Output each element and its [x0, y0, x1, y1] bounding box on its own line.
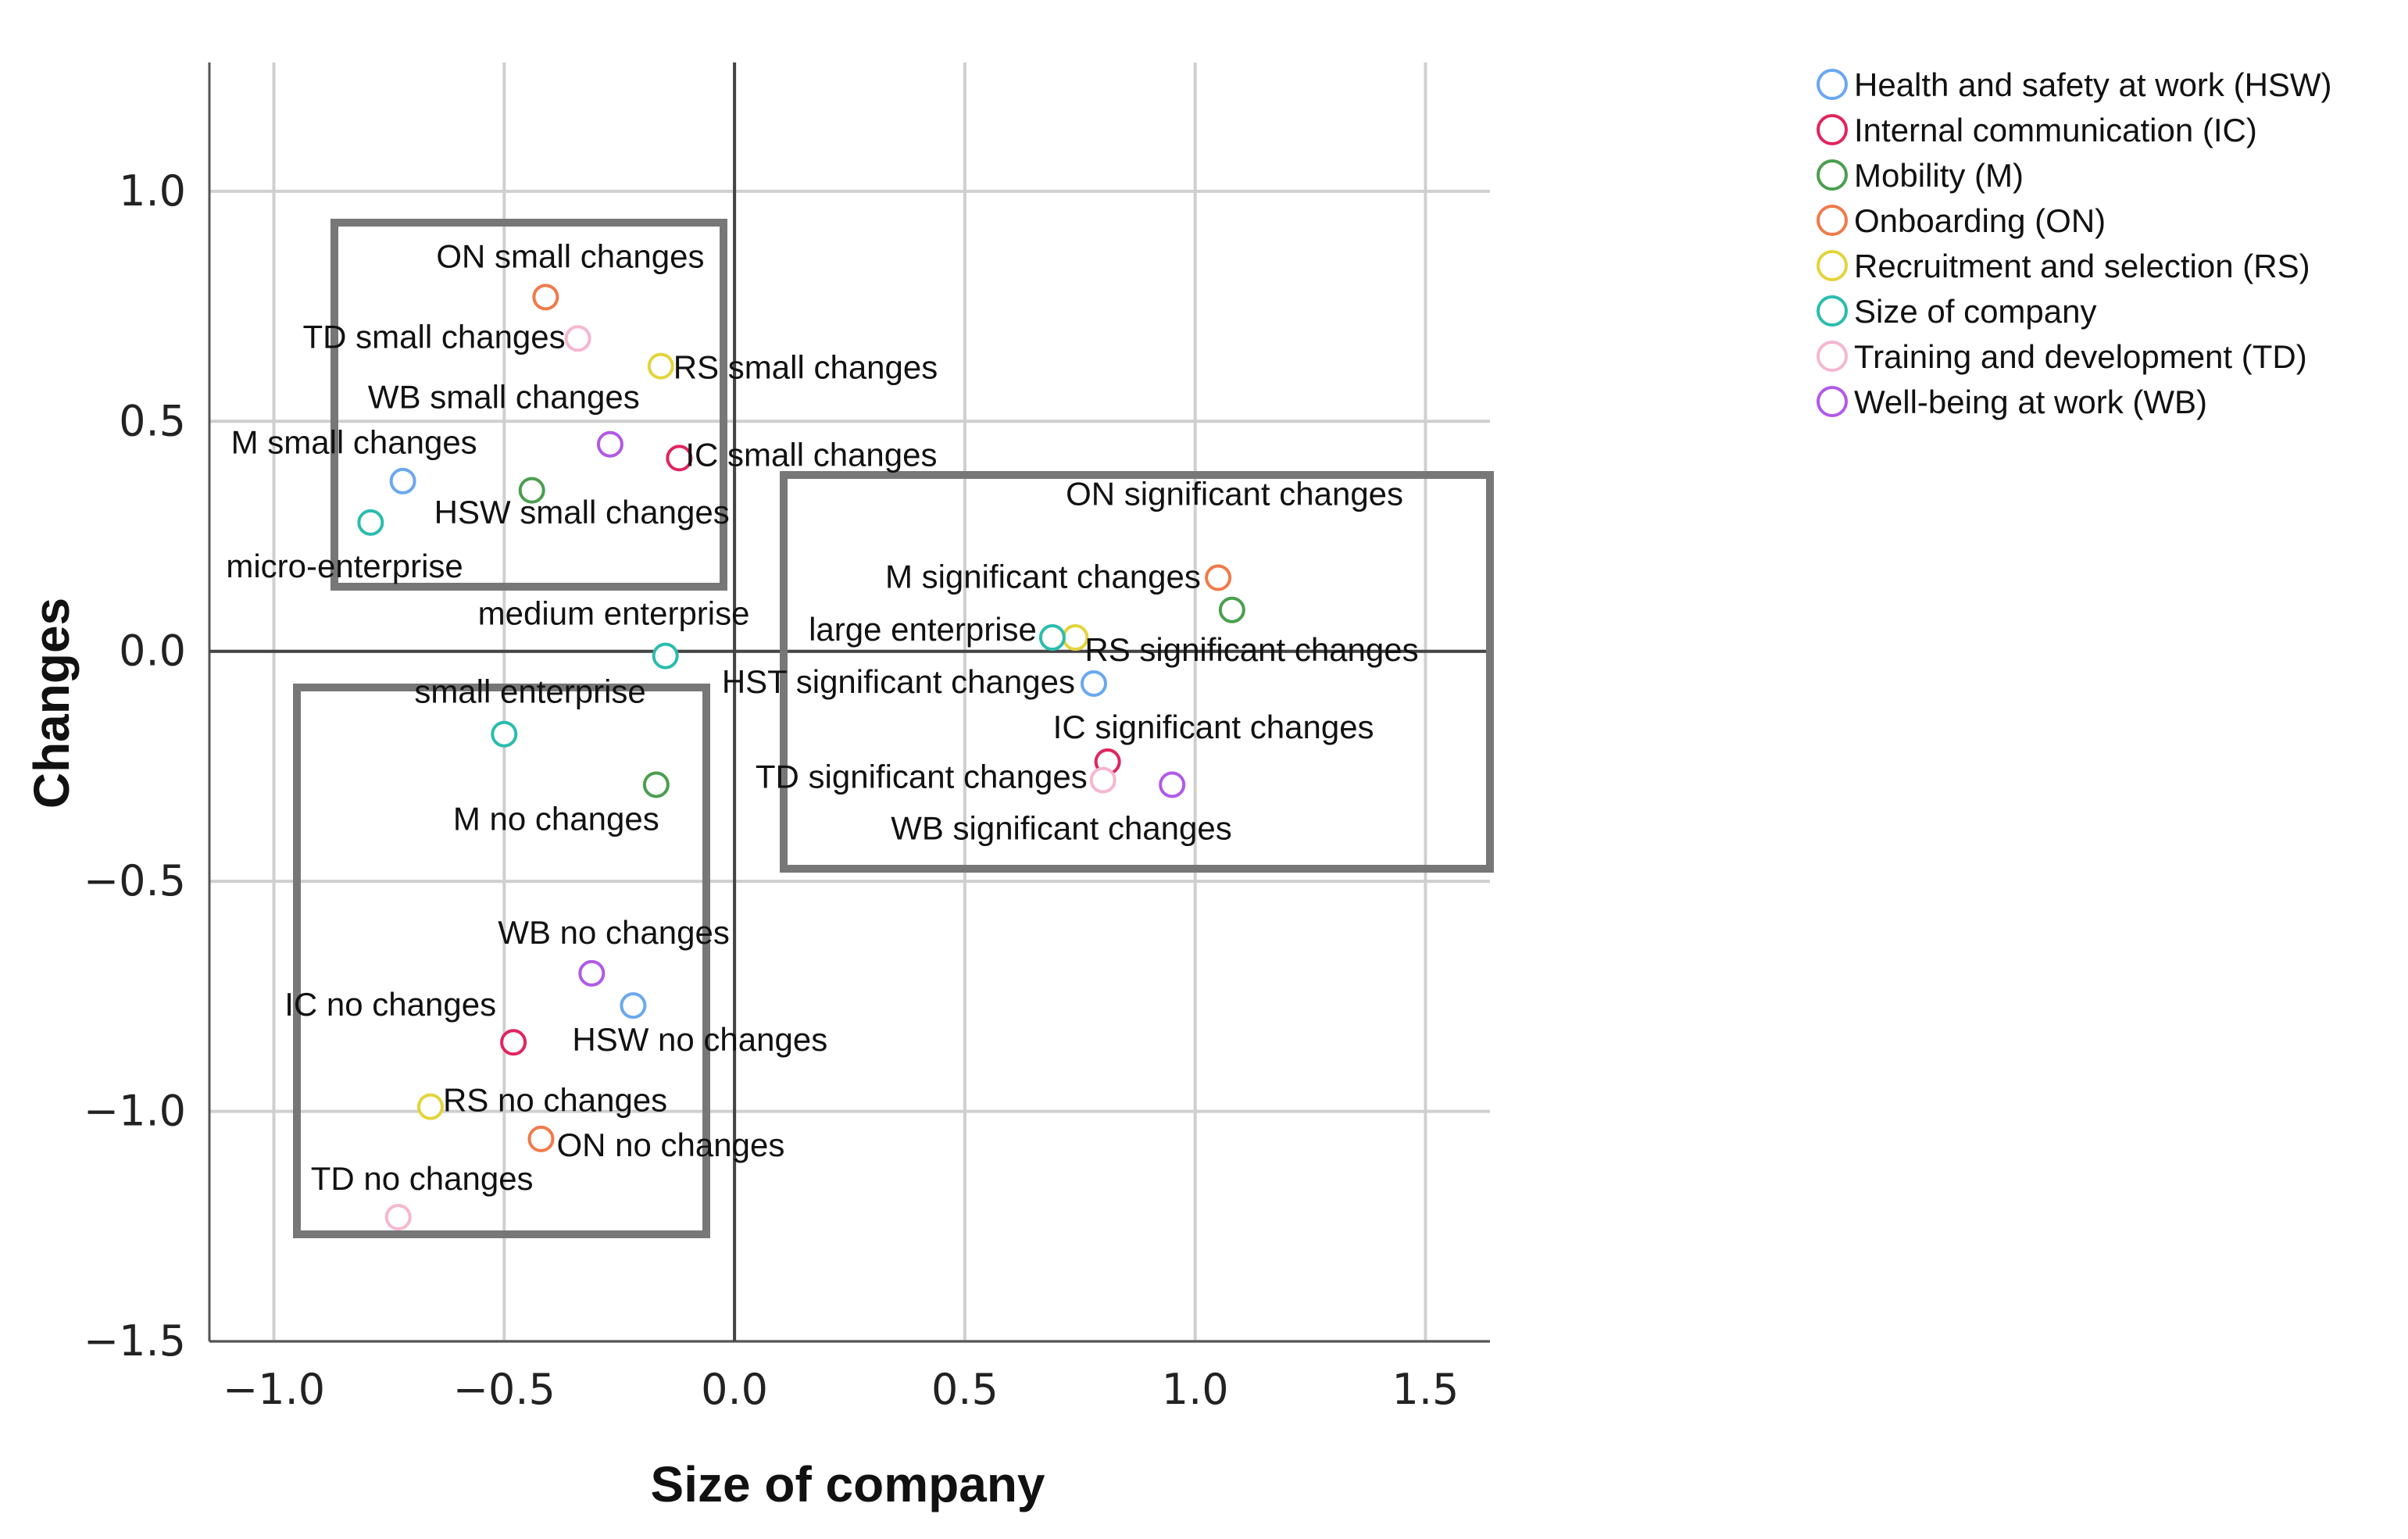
legend-marker-mobility-m — [1817, 159, 1848, 191]
point-label-m-no-changes: M no changes — [453, 800, 659, 837]
point-label-ic-no-changes: IC no changes — [284, 986, 496, 1023]
point-hsw-small-changes — [389, 467, 416, 495]
region-box-no-changes — [293, 684, 710, 1238]
legend-label-training-and-development-td: Training and development (TD) — [1854, 338, 2307, 375]
x-tick-label: −1.0 — [223, 1365, 325, 1414]
point-labels-layer: HSW small changes HST significant changes… — [226, 237, 1418, 1197]
points-layer — [357, 284, 1245, 1231]
point-rs-small-changes — [647, 352, 674, 380]
region-box-small-changes — [330, 219, 727, 591]
y-tick-label: 1.0 — [119, 166, 186, 216]
legend-marker-size-of-company — [1817, 295, 1848, 327]
point-label-m-significant-changes: M significant changes — [885, 559, 1201, 595]
point-rs-significant-changes — [1062, 624, 1089, 652]
point-m-small-changes — [518, 477, 545, 504]
point-hsw-no-changes — [620, 992, 647, 1019]
point-large-enterprise — [1038, 624, 1066, 652]
x-tick-label: 0.5 — [931, 1365, 999, 1414]
point-m-no-changes — [642, 771, 670, 798]
point-label-ic-small-changes: IC small changes — [685, 436, 937, 473]
point-label-ic-significant-changes: IC significant changes — [1053, 709, 1374, 745]
point-on-no-changes — [527, 1125, 555, 1152]
point-label-large-enterprise: large enterprise — [809, 611, 1037, 648]
point-label-small-enterprise: small enterprise — [414, 673, 645, 710]
point-wb-no-changes — [578, 959, 606, 987]
point-label-hsw-no-changes: HSW no changes — [572, 1021, 827, 1058]
y-tick-label: −0.5 — [84, 856, 186, 905]
point-label-rs-small-changes: RS small changes — [673, 349, 938, 386]
point-label-td-significant-changes: TD significant changes — [756, 759, 1088, 795]
point-on-significant-changes — [1205, 564, 1232, 591]
point-ic-small-changes — [666, 445, 693, 472]
y-tick-label: 0.0 — [119, 627, 186, 676]
point-label-td-small-changes: TD small changes — [303, 318, 566, 355]
x-tick-label: 0.0 — [701, 1365, 768, 1414]
point-td-significant-changes — [1089, 766, 1116, 794]
y-tick-label: 0.5 — [119, 396, 186, 445]
point-label-wb-significant-changes: WB significant changes — [891, 809, 1232, 846]
legend-marker-training-and-development-td — [1817, 341, 1848, 372]
x-tick-label: 1.0 — [1162, 1365, 1229, 1414]
point-td-small-changes — [564, 325, 591, 352]
point-label-rs-no-changes: RS no changes — [443, 1082, 667, 1119]
point-ic-no-changes — [500, 1029, 527, 1056]
legend-label-health-and-safety-at-work-hsw: Health and safety at work (HSW) — [1854, 66, 2332, 103]
legend-marker-recruitment-and-selection-rs — [1817, 250, 1848, 281]
point-micro-enterprise — [357, 509, 384, 536]
legend-marker-well-being-at-work-wb — [1817, 386, 1848, 417]
point-medium-enterprise — [652, 642, 679, 670]
axis-layer — [208, 62, 1490, 1343]
legend-label-mobility-m: Mobility (M) — [1854, 157, 2024, 194]
legend-label-size-of-company: Size of company — [1854, 293, 2097, 330]
point-label-medium-enterprise: medium enterprise — [478, 595, 750, 632]
point-label-on-significant-changes: ON significant changes — [1066, 476, 1403, 512]
point-small-enterprise — [491, 720, 518, 748]
point-label-micro-enterprise: micro-enterprise — [226, 548, 463, 584]
x-tick-label: −0.5 — [453, 1365, 556, 1414]
point-rs-no-changes — [416, 1093, 444, 1120]
y-tick-label: −1.0 — [84, 1087, 186, 1136]
y-tick-label: −1.5 — [84, 1316, 186, 1366]
point-wb-small-changes — [596, 430, 623, 458]
point-label-wb-no-changes: WB no changes — [498, 914, 730, 951]
point-label-rs-significant-changes: RS significant changes — [1084, 631, 1418, 668]
legend-label-well-being-at-work-wb: Well-being at work (WB) — [1854, 384, 2207, 420]
point-td-no-changes — [384, 1204, 412, 1231]
point-hst-significant-changes — [1080, 670, 1107, 697]
point-label-on-no-changes: ON no changes — [556, 1127, 784, 1163]
y-axis-title: Changes — [23, 598, 80, 809]
legend-marker-internal-communication-ic — [1817, 114, 1848, 145]
point-label-hsw-small-changes: HSW small changes — [434, 494, 730, 530]
legend-marker-onboarding-on — [1817, 205, 1848, 236]
point-label-td-no-changes: TD no changes — [311, 1160, 534, 1197]
x-axis-title: Size of company — [651, 1456, 1045, 1512]
point-label-m-small-changes: M small changes — [231, 424, 477, 461]
region-box-significant-changes — [780, 471, 1494, 873]
legend: Health and safety at work (HSW) Internal … — [1817, 66, 2332, 420]
point-label-wb-small-changes: WB small changes — [368, 379, 640, 416]
region-boxes — [293, 219, 1494, 1238]
point-on-small-changes — [532, 284, 559, 311]
point-label-on-small-changes: ON small changes — [436, 237, 704, 274]
legend-marker-health-and-safety-at-work-hsw — [1817, 69, 1848, 100]
legend-label-recruitment-and-selection-rs: Recruitment and selection (RS) — [1854, 248, 2310, 284]
legend-label-internal-communication-ic: Internal communication (IC) — [1854, 112, 2257, 148]
point-m-significant-changes — [1218, 596, 1245, 623]
point-wb-significant-changes — [1159, 771, 1186, 798]
x-tick-label: 1.5 — [1392, 1365, 1459, 1414]
legend-label-onboarding-on: Onboarding (ON) — [1854, 202, 2106, 239]
point-label-hst-significant-changes: HST significant changes — [722, 663, 1075, 700]
